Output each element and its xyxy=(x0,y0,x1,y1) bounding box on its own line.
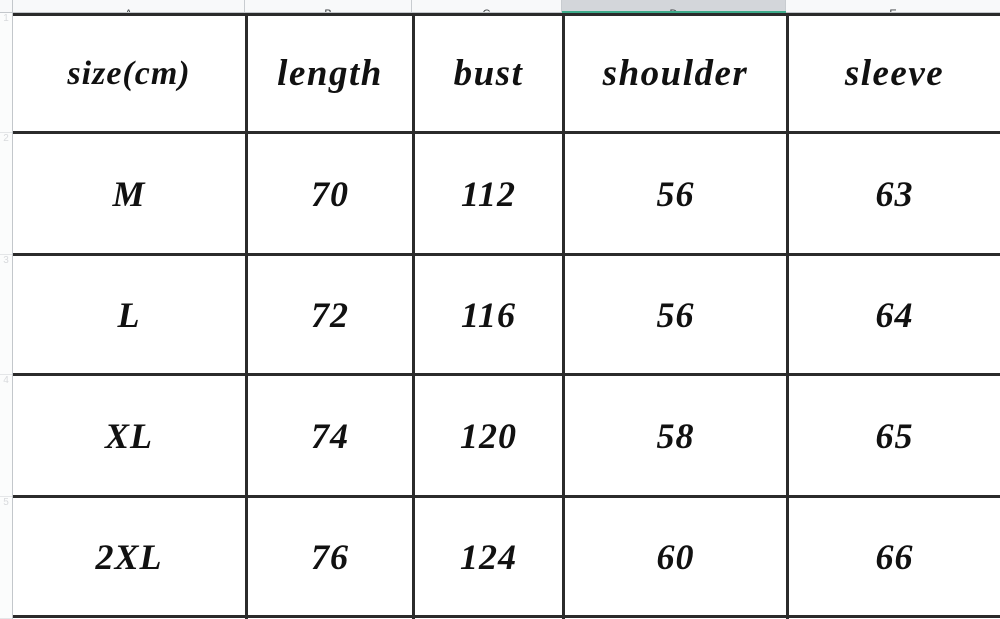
cell-shoulder-l: 56 xyxy=(656,294,695,335)
cell-length-m: 70 xyxy=(311,173,349,214)
table-header-sleeve[interactable]: sleeve xyxy=(789,16,1000,131)
column-header-d-label: D xyxy=(562,9,785,14)
table-header-shoulder[interactable]: shoulder xyxy=(565,16,786,131)
table-row[interactable]: XL xyxy=(13,376,245,495)
table-cell[interactable]: 116 xyxy=(415,256,562,373)
row-header-1[interactable]: 1 xyxy=(0,13,12,133)
cell-size-2xl: 2XL xyxy=(95,536,163,577)
cell-shoulder-2xl: 60 xyxy=(656,536,695,577)
table-row[interactable]: L xyxy=(13,256,245,373)
cell-bust-l: 116 xyxy=(460,294,516,335)
table-cell[interactable]: 60 xyxy=(565,498,786,615)
cell-size-xl: XL xyxy=(104,415,153,456)
table-header-shoulder-label: shoulder xyxy=(602,53,749,94)
table-header-length-label: length xyxy=(277,53,383,94)
table-header-bust-label: bust xyxy=(453,53,524,94)
table-gridline-row-2 xyxy=(13,253,1000,256)
table-cell[interactable]: 63 xyxy=(789,134,1000,253)
table-cell[interactable]: 65 xyxy=(789,376,1000,495)
table-header-size-label: size(cm) xyxy=(67,54,191,92)
column-header-a-label: A xyxy=(13,9,244,14)
table-gridline-row-3 xyxy=(13,373,1000,376)
cell-bust-2xl: 124 xyxy=(460,536,517,577)
table-header-bust[interactable]: bust xyxy=(415,16,562,131)
column-header-strip: A B C D E xyxy=(0,0,1000,14)
table-cell[interactable]: 72 xyxy=(248,256,412,373)
column-header-e-label: E xyxy=(786,9,1000,14)
table-cell[interactable]: 56 xyxy=(565,134,786,253)
column-header-b-label: B xyxy=(245,9,411,14)
row-header-2[interactable]: 2 xyxy=(0,133,12,255)
table-cell[interactable]: 120 xyxy=(415,376,562,495)
cell-shoulder-m: 56 xyxy=(656,173,695,214)
table-header-sleeve-label: sleeve xyxy=(844,53,945,94)
cell-bust-xl: 120 xyxy=(460,415,517,456)
cell-sleeve-l: 64 xyxy=(875,294,914,335)
cell-length-2xl: 76 xyxy=(311,536,349,577)
table-row[interactable]: M xyxy=(13,134,245,253)
row-header-3-label: 3 xyxy=(3,255,9,266)
table-gridline-col-2 xyxy=(412,13,415,619)
table-gridline-row-1 xyxy=(13,131,1000,134)
column-header-b[interactable]: B xyxy=(245,0,412,13)
cell-length-xl: 74 xyxy=(311,415,349,456)
table-cell[interactable]: 64 xyxy=(789,256,1000,373)
cell-size-l: L xyxy=(117,294,141,335)
cell-length-l: 72 xyxy=(311,294,349,335)
row-header-1-label: 1 xyxy=(3,13,9,24)
table-row[interactable]: 2XL xyxy=(13,498,245,615)
cell-bust-m: 112 xyxy=(460,173,516,214)
cell-sleeve-m: 63 xyxy=(875,173,914,214)
column-header-a[interactable]: A xyxy=(13,0,245,13)
column-header-c[interactable]: C xyxy=(412,0,562,13)
table-cell[interactable]: 56 xyxy=(565,256,786,373)
cell-size-m: M xyxy=(112,173,146,214)
row-number-gutter: 1 2 3 4 5 xyxy=(0,13,13,619)
table-gridline-top xyxy=(13,13,1000,16)
table-gridline-row-4 xyxy=(13,495,1000,498)
cell-sleeve-2xl: 66 xyxy=(875,536,914,577)
table-cell[interactable]: 112 xyxy=(415,134,562,253)
table-gridline-col-4 xyxy=(786,13,789,619)
table-gridline-col-3 xyxy=(562,13,565,619)
table-cell[interactable]: 76 xyxy=(248,498,412,615)
header-strip-bottom-rule xyxy=(0,12,1000,13)
table-cell[interactable]: 58 xyxy=(565,376,786,495)
column-header-e[interactable]: E xyxy=(786,0,1000,13)
row-header-3[interactable]: 3 xyxy=(0,255,12,375)
table-cell[interactable]: 70 xyxy=(248,134,412,253)
table-cell[interactable]: 66 xyxy=(789,498,1000,615)
table-cell[interactable]: 74 xyxy=(248,376,412,495)
column-header-c-label: C xyxy=(412,9,561,14)
row-header-4-label: 4 xyxy=(3,375,9,386)
row-header-2-label: 2 xyxy=(3,133,9,144)
table-cell[interactable]: 124 xyxy=(415,498,562,615)
size-chart-table: size(cm) length bust shoulder sleeve M 7… xyxy=(13,13,1000,619)
column-header-d[interactable]: D xyxy=(562,0,786,13)
table-gridline-bottom xyxy=(13,615,1000,618)
table-header-size[interactable]: size(cm) xyxy=(13,16,245,131)
row-header-4[interactable]: 4 xyxy=(0,375,12,497)
row-header-5-label: 5 xyxy=(3,497,9,508)
cell-shoulder-xl: 58 xyxy=(656,415,695,456)
column-selection-indicator xyxy=(562,11,786,14)
cell-sleeve-xl: 65 xyxy=(875,415,914,456)
table-gridline-col-1 xyxy=(245,13,248,619)
select-all-corner-box[interactable] xyxy=(0,0,13,13)
row-header-5[interactable]: 5 xyxy=(0,497,12,619)
table-header-length[interactable]: length xyxy=(248,16,412,131)
